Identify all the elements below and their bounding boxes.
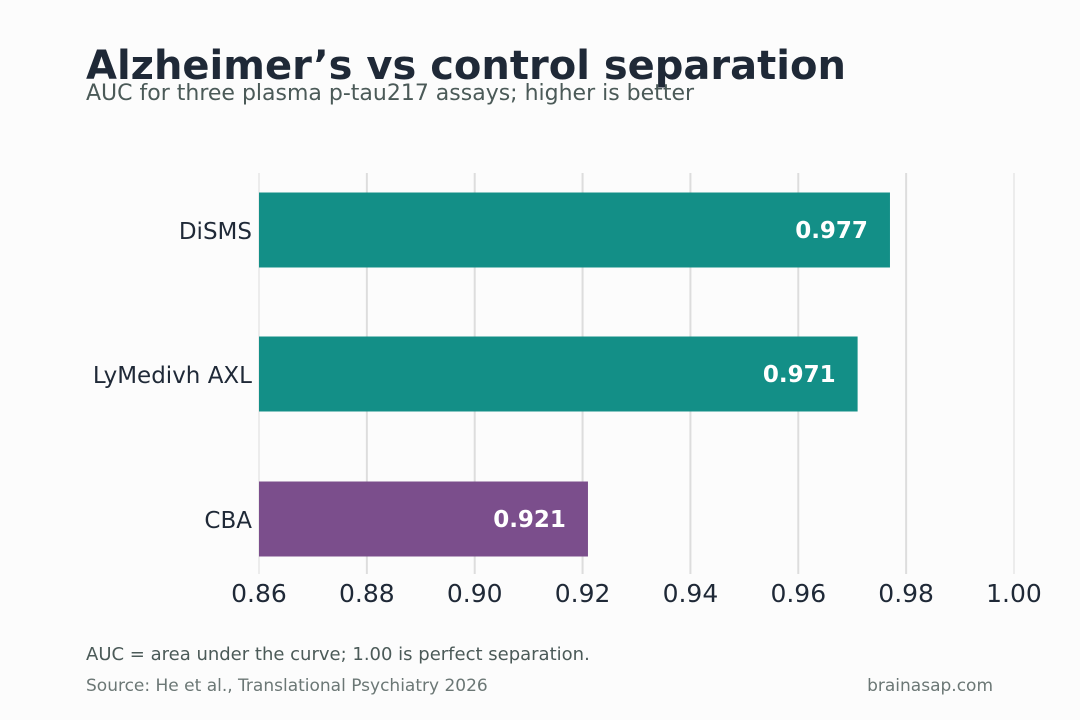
bar-1: [259, 336, 858, 412]
x-tick-label-3: 0.92: [555, 579, 611, 608]
category-labels: DiSMS LyMedivh AXL CBA: [93, 219, 252, 534]
source-credit: Source: He et al., Translational Psychia…: [86, 676, 488, 696]
bar-0: [259, 192, 890, 268]
category-label-1: LyMedivh AXL: [93, 363, 252, 389]
bar-value-label-0: 0.977: [795, 218, 868, 244]
bar-value-label-2: 0.921: [493, 507, 566, 533]
chart-title: Alzheimer’s vs control separation: [86, 43, 846, 89]
x-tick-label-0: 0.86: [231, 579, 287, 608]
x-tick-label-4: 0.94: [663, 579, 719, 608]
x-tick-label-1: 0.88: [339, 579, 395, 608]
bars: [259, 192, 890, 557]
category-label-0: DiSMS: [179, 219, 252, 245]
chart-subtitle: AUC for three plasma p-tau217 assays; hi…: [86, 81, 695, 106]
x-tick-label-2: 0.90: [447, 579, 503, 608]
bar-chart: 0.977 0.971 0.921 DiSMS LyMedivh AXL CBA 0.8…: [93, 173, 1042, 608]
bar-2: [259, 481, 588, 557]
bar-value-labels: 0.977 0.971 0.921: [493, 218, 868, 533]
x-tick-label-6: 0.98: [878, 579, 934, 608]
footnote: AUC = area under the curve; 1.00 is perf…: [86, 644, 590, 665]
x-tick-label-5: 0.96: [770, 579, 826, 608]
bar-value-label-1: 0.971: [763, 362, 836, 388]
x-axis-tick-labels: 0.86 0.88 0.90 0.92 0.94 0.96 0.98 1.00: [231, 579, 1042, 608]
brand-name: brainasap.com: [867, 676, 993, 696]
category-label-2: CBA: [204, 508, 252, 534]
x-tick-label-7: 1.00: [986, 579, 1042, 608]
